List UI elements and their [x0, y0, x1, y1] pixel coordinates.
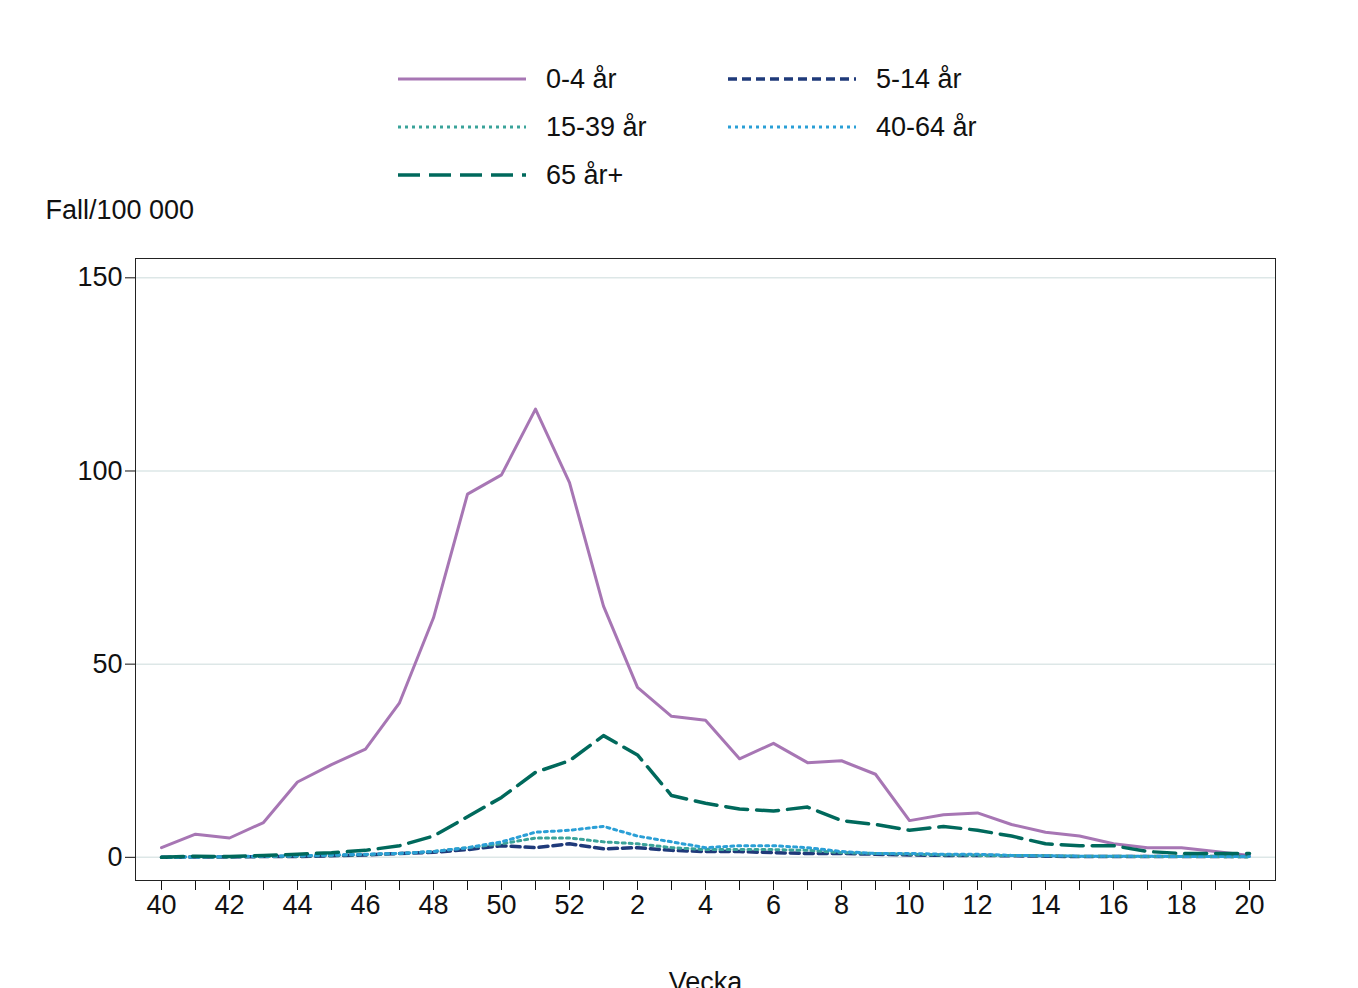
svg-text:52: 52	[554, 890, 584, 920]
svg-text:8: 8	[834, 890, 849, 920]
svg-text:14: 14	[1030, 890, 1060, 920]
svg-text:4: 4	[698, 890, 713, 920]
html-text:40-64 år: 40-64 år	[876, 111, 977, 142]
svg-text:100: 100	[77, 456, 122, 486]
svg-text:40: 40	[146, 890, 176, 920]
svg-text:46: 46	[350, 890, 380, 920]
svg-text:16: 16	[1098, 890, 1128, 920]
svg-text:6: 6	[766, 890, 781, 920]
svg-text:48: 48	[418, 890, 448, 920]
html-text:0-4 år: 0-4 år	[546, 63, 617, 94]
svg-text:Vecka: Vecka	[669, 967, 744, 988]
svg-text:10: 10	[894, 890, 924, 920]
html-text:65 år+: 65 år+	[546, 159, 624, 190]
svg-text:20: 20	[1234, 890, 1264, 920]
svg-text:44: 44	[282, 890, 312, 920]
html-text:15-39 år: 15-39 år	[546, 111, 647, 142]
svg-text:Fall/100 000: Fall/100 000	[46, 196, 195, 225]
svg-text:50: 50	[92, 649, 122, 679]
svg-text:12: 12	[962, 890, 992, 920]
svg-text:150: 150	[77, 262, 122, 292]
svg-text:50: 50	[486, 890, 516, 920]
svg-text:0: 0	[107, 842, 122, 872]
html-text:5-14 år: 5-14 år	[876, 63, 962, 94]
svg-text:2: 2	[630, 890, 645, 920]
svg-text:42: 42	[214, 890, 244, 920]
svg-text:18: 18	[1166, 890, 1196, 920]
